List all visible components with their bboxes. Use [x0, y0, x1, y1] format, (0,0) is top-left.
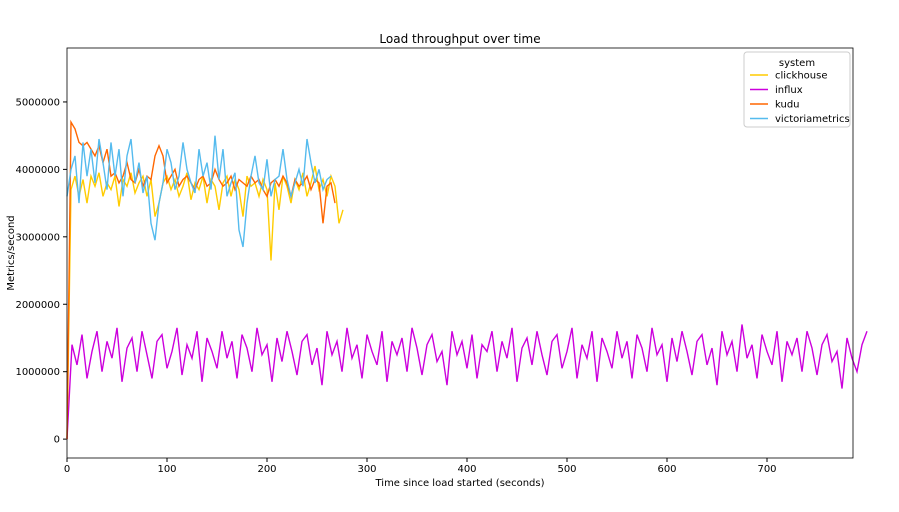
plot-frame — [66, 47, 854, 459]
series-line-influx — [66, 324, 868, 440]
x-tick-label: 300 — [357, 464, 376, 475]
legend: system clickhouse influx kudu victoriametri… — [743, 51, 851, 128]
x-axis-label: Time since load started (seconds) — [374, 478, 544, 489]
y-tick-label: 3000000 — [15, 232, 60, 243]
series-line-kudu — [66, 119, 336, 440]
x-tick-label: 200 — [257, 464, 276, 475]
legend-label-clickhouse: clickhouse — [775, 71, 828, 82]
y-tick-label: 2000000 — [15, 300, 60, 311]
y-axis-label: Metrics/second — [6, 215, 17, 290]
y-tick-label: 0 — [54, 435, 60, 446]
y-tick-label: 1000000 — [15, 367, 60, 378]
x-tick-label: 600 — [657, 464, 676, 475]
x-tick-label: 400 — [457, 464, 476, 475]
legend-label-influx: influx — [775, 85, 803, 96]
chart-title: Load throughput over time — [379, 32, 540, 46]
series-line-clickhouse — [66, 165, 344, 440]
y-tick-label: 5000000 — [15, 97, 60, 108]
x-tick-label: 500 — [557, 464, 576, 475]
legend-box — [743, 51, 851, 128]
legend-label-kudu: kudu — [775, 100, 800, 111]
x-tick-label: 700 — [757, 464, 776, 475]
x-tick-label: 100 — [157, 464, 176, 475]
legend-title: system — [779, 58, 815, 69]
x-tick-label: 0 — [64, 464, 70, 475]
legend-label-victoriametrics: victoriametrics — [775, 114, 850, 125]
y-tick-label: 4000000 — [15, 165, 60, 176]
series-line-victoriametrics — [66, 135, 332, 248]
